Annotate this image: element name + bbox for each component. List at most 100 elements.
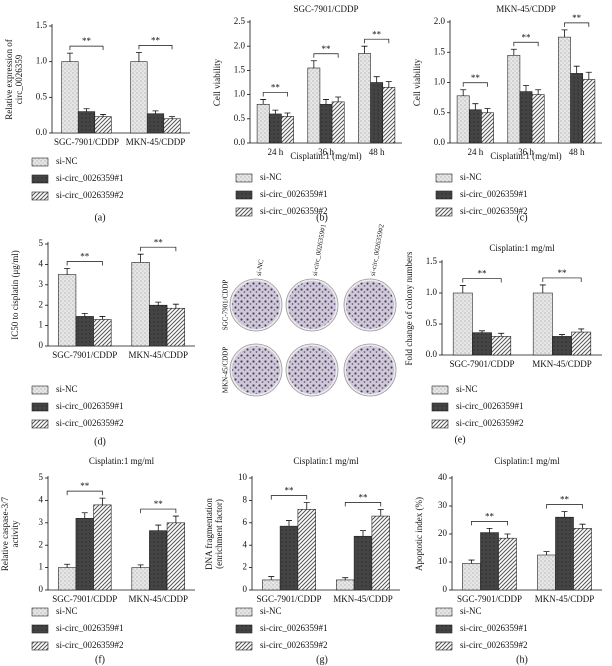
legend-label: si-circ_0026359#1: [260, 189, 328, 199]
bar: [481, 112, 494, 144]
x-tick-label: SGC-7901/CDDP: [457, 594, 522, 604]
error-bar: [303, 502, 310, 510]
x-axis-label: Cisplatin:1 (mg/ml): [290, 151, 361, 161]
error-bar: [373, 76, 380, 83]
x-tick-label: 24 h: [467, 147, 483, 157]
colony-dish-stain: [346, 346, 394, 394]
legend-label: si-circ_0026359#1: [56, 623, 124, 633]
y-tick-label: 0.0: [426, 349, 438, 359]
y-tick-label: 0.0: [36, 127, 48, 137]
legend-swatch: [31, 385, 49, 395]
bar: [531, 94, 545, 144]
y-tick-label: 1.0: [234, 89, 246, 99]
y-axis-label: Relative caspase-3/7: [0, 496, 10, 571]
error-bar: [535, 89, 542, 95]
legend-label: si-circ_0026359#2: [56, 190, 124, 200]
legend-label: si-NC: [460, 606, 482, 616]
x-tick-label: SGC-7901/CDDP: [52, 594, 117, 604]
significance-label: **: [285, 486, 295, 496]
error-bar: [260, 99, 267, 105]
significance-bracket: [344, 502, 382, 507]
bar: [93, 504, 112, 591]
x-tick-label: SGC-7901/CDDP: [52, 350, 117, 360]
legend-swatch: [235, 641, 253, 651]
legend-swatch: [235, 173, 253, 183]
bar: [281, 116, 294, 144]
bar: [468, 109, 482, 144]
bar: [555, 516, 574, 591]
panel-caption: (b): [316, 212, 328, 223]
y-tick-label: 30: [438, 500, 448, 510]
bar: [163, 118, 181, 134]
bar: [571, 331, 592, 356]
bar: [370, 82, 384, 144]
error-bar: [360, 530, 366, 537]
significance-label: **: [485, 511, 495, 521]
legend-swatch: [235, 607, 253, 617]
significance-bracket: [471, 521, 508, 526]
legend-label: si-NC: [56, 384, 78, 394]
error-bar: [561, 511, 568, 518]
chart-title: Cisplatin:1 mg/ml: [489, 243, 555, 253]
y-tick-label: 1.0: [36, 56, 48, 66]
colony-dish-stain: [288, 281, 336, 329]
x-tick-label: MKN-45/CDDP: [128, 594, 188, 604]
bar: [297, 509, 316, 591]
error-bar: [585, 71, 592, 80]
bar: [371, 515, 390, 591]
bar: [61, 61, 79, 134]
y-tick-label: 4: [39, 494, 44, 504]
y-axis-label: IC50 to cisplatin (μg/ml): [10, 250, 20, 340]
significance-bracket: [462, 278, 502, 283]
significance-bracket: [262, 92, 288, 97]
legend-swatch: [435, 207, 453, 217]
colony-dish-stain: [288, 346, 336, 394]
y-tick-label: 3: [39, 517, 44, 527]
bar: [279, 525, 299, 591]
bar: [382, 87, 396, 144]
significance-label: **: [471, 73, 481, 83]
y-tick-label: 0: [443, 584, 448, 594]
bar: [582, 79, 596, 144]
legend-swatch: [31, 157, 49, 167]
bar: [149, 304, 168, 347]
bar: [130, 61, 148, 134]
legend-label: si-NC: [460, 172, 482, 182]
significance-label: **: [372, 29, 382, 39]
chart-title: Cisplatin:1 mg/ml: [293, 456, 359, 466]
column-label: si-circ_0026359#2: [369, 223, 386, 277]
significance-label: **: [82, 36, 92, 46]
y-axis-label: activity: [10, 520, 20, 547]
y-tick-label: 4: [243, 539, 248, 549]
y-tick-label: 1.0: [434, 77, 446, 87]
significance-bracket: [69, 45, 104, 51]
error-bar: [385, 81, 392, 88]
significance-label: **: [80, 481, 90, 491]
significance-bracket: [140, 246, 177, 252]
error-bar: [64, 563, 71, 568]
y-tick-label: 0: [243, 584, 248, 594]
column-label: si-circ_0026359#1: [311, 223, 328, 277]
legend-label: si-circ_0026359#1: [260, 623, 328, 633]
error-bar: [66, 52, 73, 62]
y-axis-label: Apoptotic index (%): [414, 497, 424, 571]
x-tick-label: MKN-45/CDDP: [532, 359, 592, 369]
y-tick-label: 20: [438, 528, 448, 538]
y-tick-label: 10: [238, 472, 248, 482]
error-bar: [99, 316, 106, 320]
bar: [491, 336, 512, 356]
y-tick-label: 0: [39, 584, 44, 594]
y-tick-label: 8: [243, 494, 248, 504]
bar: [57, 274, 77, 347]
bar: [256, 103, 270, 144]
x-tick-label: SGC-7901/CDDP: [449, 359, 514, 369]
significance-bracket: [513, 41, 539, 47]
legend-label: si-NC: [56, 156, 78, 166]
y-tick-label: 1.5: [426, 256, 438, 266]
bar: [131, 567, 150, 591]
error-bar: [64, 268, 71, 275]
bar: [532, 292, 553, 356]
bar: [358, 53, 371, 144]
error-bar: [99, 497, 106, 505]
